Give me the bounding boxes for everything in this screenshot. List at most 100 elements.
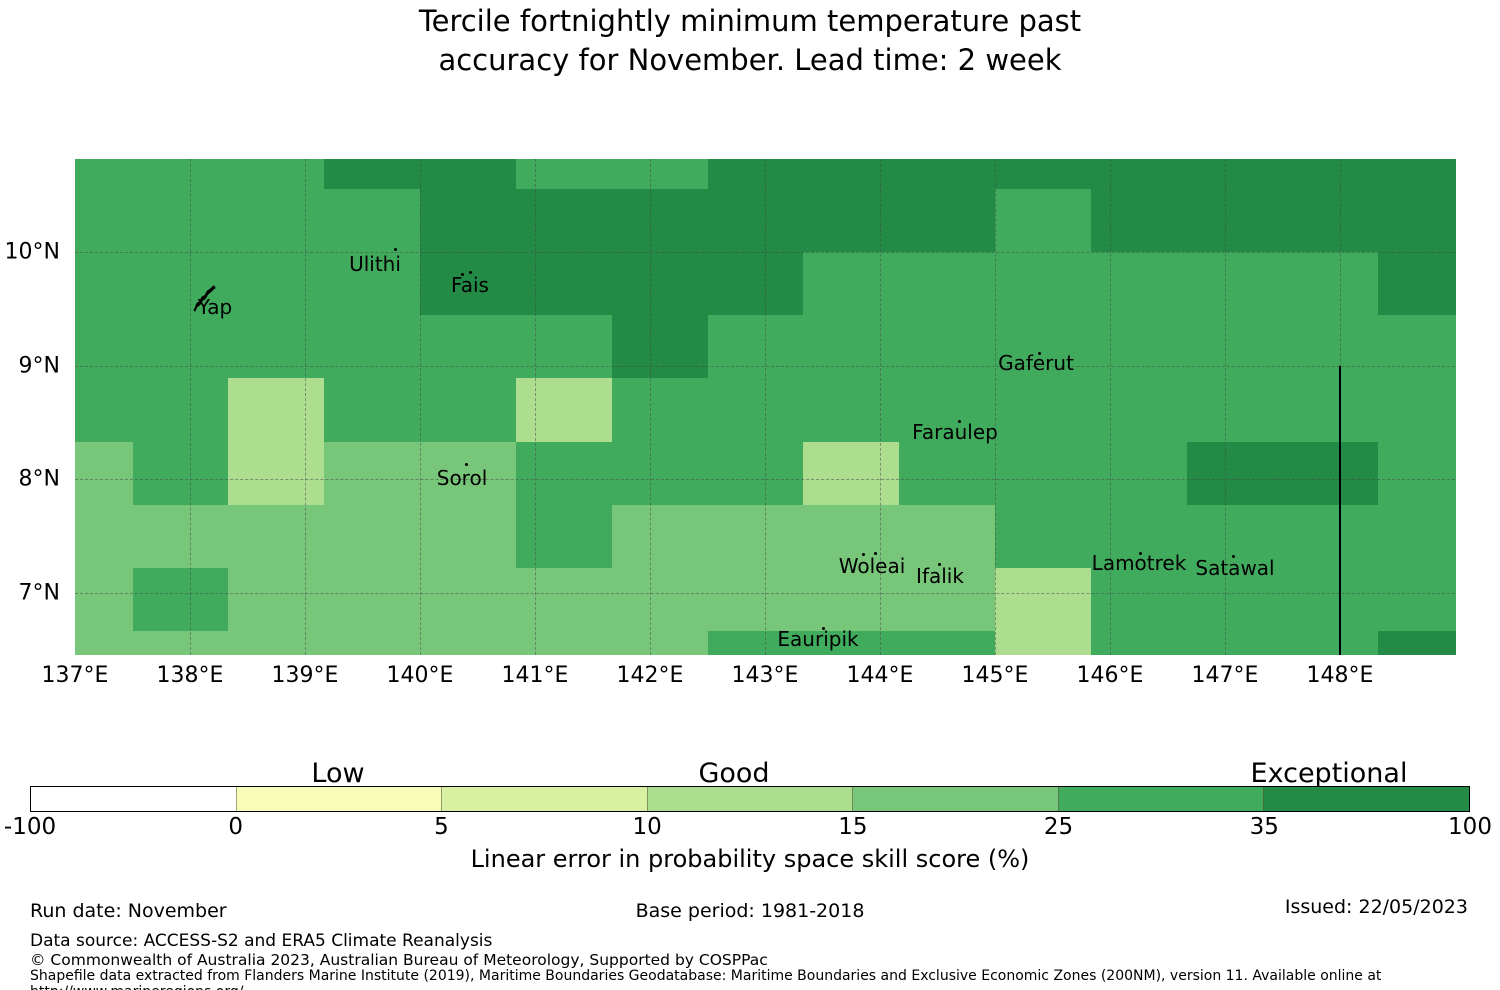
grid-cell xyxy=(707,159,804,190)
meridian-gridline xyxy=(305,159,306,655)
grid-cell xyxy=(995,378,1092,443)
figure-title-line1: Tercile fortnightly minimum temperature … xyxy=(418,4,1082,38)
colorbar-tick-label: 35 xyxy=(1249,814,1279,840)
island-marker-dot xyxy=(469,271,472,274)
grid-cell xyxy=(1282,188,1379,253)
island-label-ifalik: Ifalik xyxy=(916,564,964,588)
grid-cell xyxy=(1282,567,1379,632)
grid-cell xyxy=(132,315,229,379)
island-marker-dot xyxy=(1038,352,1041,355)
grid-cell xyxy=(515,252,613,316)
parallel-gridline xyxy=(75,593,1455,595)
issued-date: Issued: 22/05/2023 xyxy=(1284,896,1468,918)
grid-cell xyxy=(611,630,709,656)
island-marker-dot xyxy=(465,463,468,466)
meridian-gridline xyxy=(650,159,651,655)
grid-cell xyxy=(228,159,325,190)
grid-cell xyxy=(1282,504,1379,569)
grid-cell xyxy=(1282,630,1379,656)
grid-cell xyxy=(324,567,421,632)
colorbar-segment xyxy=(31,787,236,811)
grid-cell xyxy=(995,315,1092,379)
grid-cell xyxy=(324,252,421,316)
grid-cell xyxy=(1186,315,1284,379)
colorbar-segment xyxy=(441,787,647,811)
grid-cell xyxy=(420,188,517,253)
colorbar-tick-label: 15 xyxy=(838,814,868,840)
grid-cell xyxy=(420,159,517,190)
grid-cell xyxy=(324,441,421,506)
grid-cell xyxy=(707,315,804,379)
grid-cell xyxy=(611,188,709,253)
grid-cell xyxy=(324,378,421,443)
x-tick-label: 142°E xyxy=(616,663,684,688)
grid-cell xyxy=(1090,567,1188,632)
x-tick-label: 143°E xyxy=(731,663,799,688)
colorbar-tick-label: 100 xyxy=(1448,814,1492,840)
grid-cell xyxy=(1090,159,1188,190)
grid-cell xyxy=(1090,188,1188,253)
colorbar-tick-label: -100 xyxy=(3,814,57,840)
grid-cell xyxy=(1282,378,1379,443)
colorbar-tick-label: 0 xyxy=(228,814,244,840)
grid-cell xyxy=(75,188,134,253)
grid-cell xyxy=(515,159,613,190)
grid-cell xyxy=(324,188,421,253)
grid-cell xyxy=(1090,441,1188,506)
grid-cell xyxy=(995,567,1092,632)
y-tick-label: 8°N xyxy=(18,466,60,492)
grid-cell xyxy=(995,159,1092,190)
grid-cell xyxy=(515,441,613,506)
grid-cell xyxy=(1378,630,1456,656)
grid-cell xyxy=(803,630,900,656)
grid-cell xyxy=(75,315,134,379)
grid-cell xyxy=(899,441,996,506)
parallel-gridline xyxy=(75,479,1455,481)
island-label-eauripik: Eauripik xyxy=(777,627,859,651)
parallel-gridline xyxy=(75,365,1455,367)
colorbar-category-low: Low xyxy=(311,758,365,789)
island-label-woleai: Woleai xyxy=(838,554,906,578)
base-period: Base period: 1981-2018 xyxy=(635,900,865,922)
map-plot-area: Yap Ulithi Fais Sorol Gaferut Faraulep Woleai I… xyxy=(75,159,1456,656)
grid-cell xyxy=(132,504,229,569)
grid-cell xyxy=(1186,188,1284,253)
grid-cell xyxy=(899,378,996,443)
grid-cell xyxy=(515,567,613,632)
grid-cell xyxy=(1186,252,1284,316)
grid-cell xyxy=(228,630,325,656)
grid-cell xyxy=(132,159,229,190)
x-tick-label: 144°E xyxy=(846,663,914,688)
grid-cell xyxy=(228,315,325,379)
grid-cell xyxy=(420,378,517,443)
grid-cell xyxy=(803,567,900,632)
grid-cell xyxy=(1282,159,1379,190)
island-marker-dot xyxy=(394,248,397,251)
grid-cell xyxy=(803,252,900,316)
grid-cell xyxy=(611,504,709,569)
grid-cell xyxy=(803,504,900,569)
grid-cell xyxy=(1186,441,1284,506)
grid-cell xyxy=(1186,378,1284,443)
grid-cell xyxy=(228,188,325,253)
island-label-fais: Fais xyxy=(451,273,489,297)
meridian-gridline xyxy=(995,159,996,655)
grid-cell xyxy=(132,441,229,506)
grid-cell xyxy=(707,252,804,316)
parallel-gridline xyxy=(75,252,1455,253)
grid-cell xyxy=(1378,315,1456,379)
meridian-gridline xyxy=(1110,159,1111,655)
grid-cell xyxy=(132,378,229,443)
figure-title-line2: accuracy for November. Lead time: 2 week xyxy=(438,43,1062,77)
eez-boundary-line xyxy=(1339,365,1341,655)
grid-cell xyxy=(899,188,996,253)
island-marker-dot xyxy=(461,273,464,276)
grid-cell xyxy=(995,252,1092,316)
grid-cell xyxy=(899,504,996,569)
x-tick-label: 148°E xyxy=(1306,663,1374,688)
grid-cell xyxy=(707,630,804,656)
grid-cell xyxy=(995,188,1092,253)
grid-cell xyxy=(75,567,134,632)
meridian-gridline xyxy=(880,159,881,655)
